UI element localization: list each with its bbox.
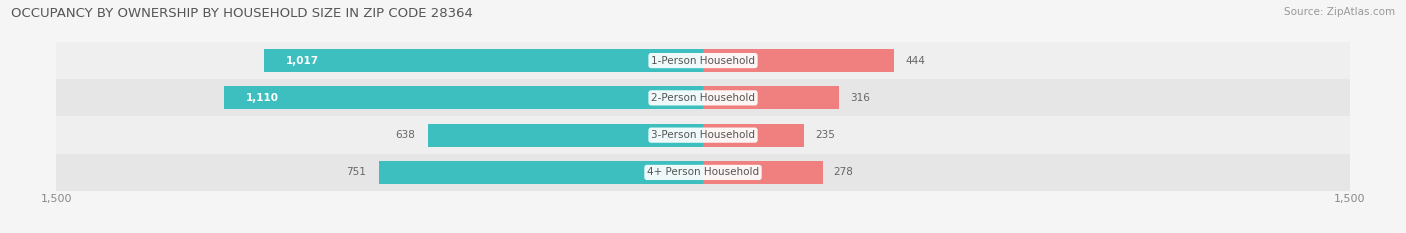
- Text: Source: ZipAtlas.com: Source: ZipAtlas.com: [1284, 7, 1395, 17]
- Text: 278: 278: [834, 168, 853, 177]
- Bar: [703, 49, 894, 72]
- Text: 1,017: 1,017: [285, 56, 319, 65]
- Bar: [56, 116, 1350, 154]
- Bar: [703, 161, 823, 184]
- Text: 638: 638: [395, 130, 415, 140]
- Text: OCCUPANCY BY OWNERSHIP BY HOUSEHOLD SIZE IN ZIP CODE 28364: OCCUPANCY BY OWNERSHIP BY HOUSEHOLD SIZE…: [11, 7, 474, 20]
- Bar: [380, 161, 703, 184]
- Text: 1,110: 1,110: [246, 93, 278, 103]
- Bar: [56, 42, 1350, 79]
- Text: 444: 444: [905, 56, 925, 65]
- Text: 2-Person Household: 2-Person Household: [651, 93, 755, 103]
- Bar: [703, 123, 804, 147]
- Bar: [56, 154, 1350, 191]
- Bar: [427, 123, 703, 147]
- Text: 751: 751: [346, 168, 366, 177]
- Bar: [225, 86, 703, 110]
- Bar: [703, 86, 839, 110]
- Bar: [264, 49, 703, 72]
- Text: 316: 316: [851, 93, 870, 103]
- Text: 4+ Person Household: 4+ Person Household: [647, 168, 759, 177]
- Text: 3-Person Household: 3-Person Household: [651, 130, 755, 140]
- Text: 235: 235: [815, 130, 835, 140]
- Text: 1-Person Household: 1-Person Household: [651, 56, 755, 65]
- Bar: [56, 79, 1350, 116]
